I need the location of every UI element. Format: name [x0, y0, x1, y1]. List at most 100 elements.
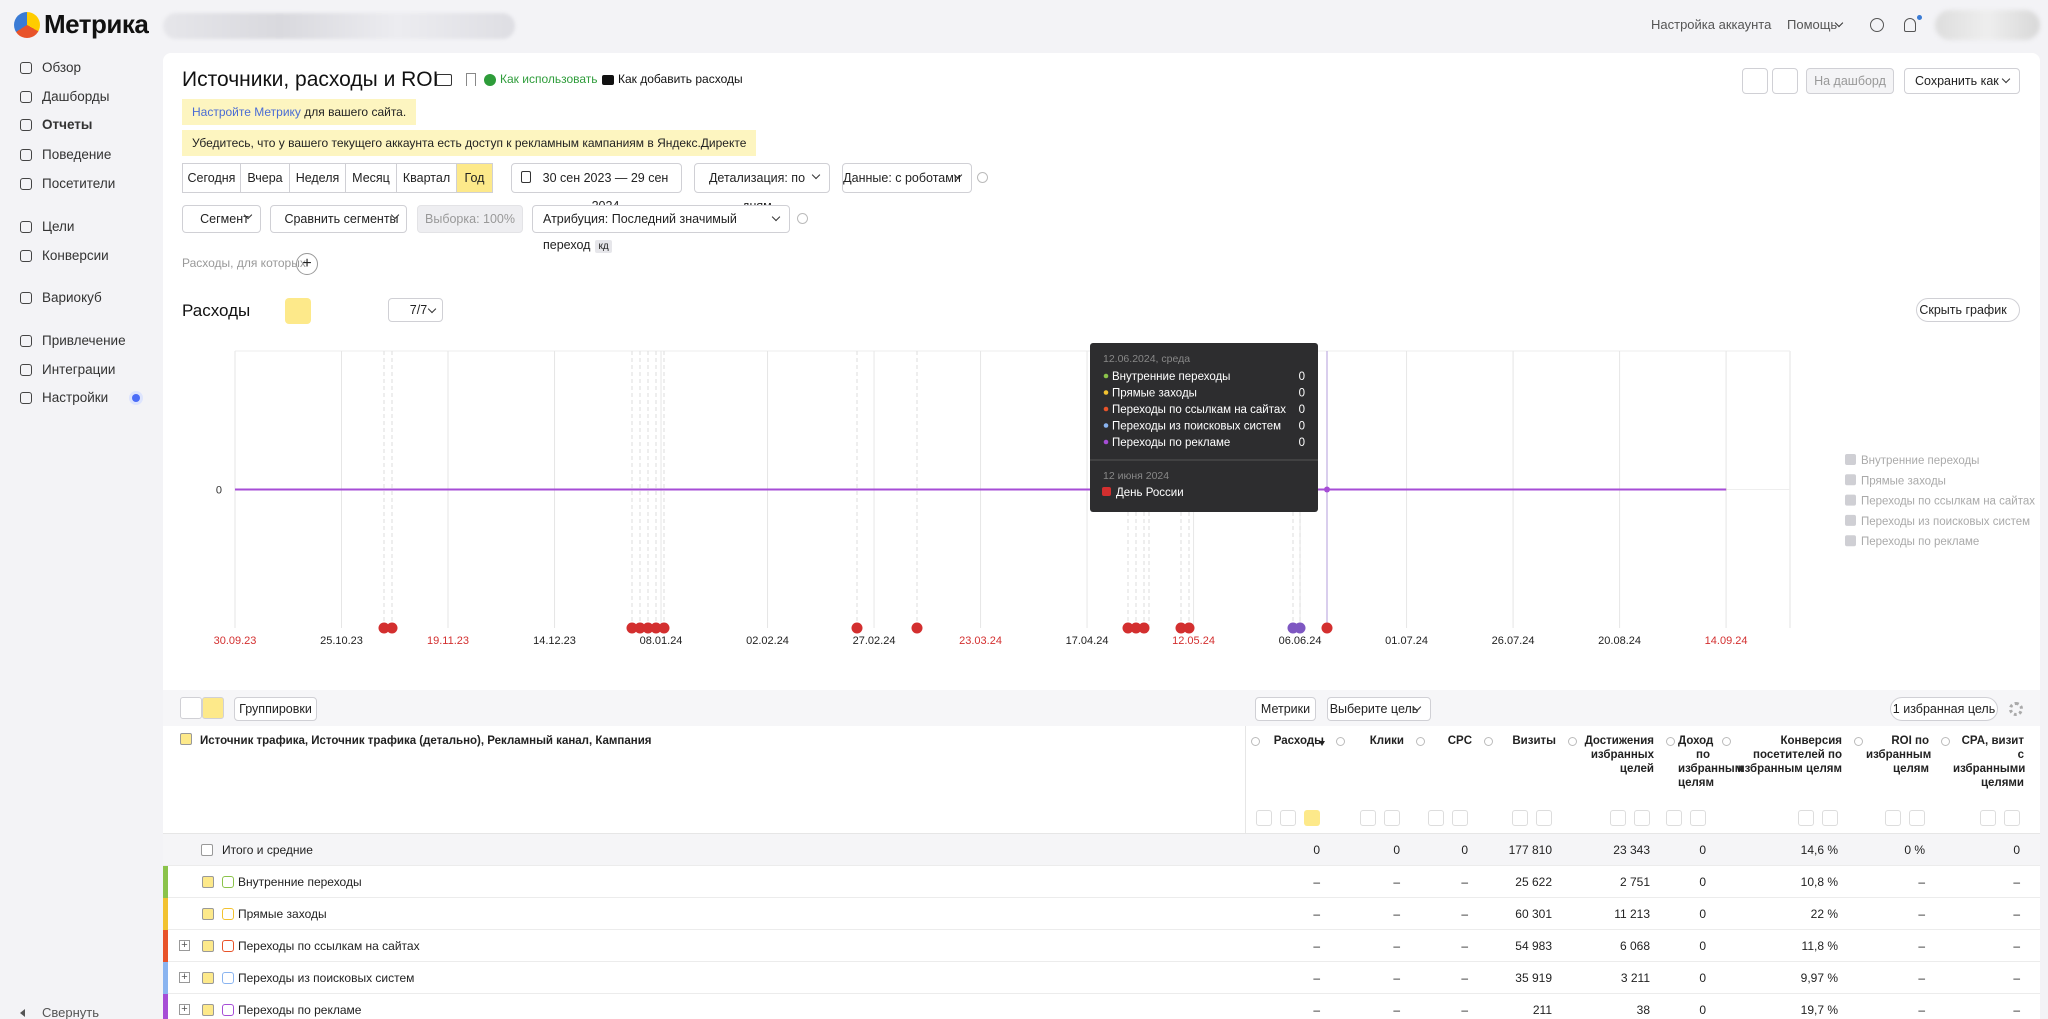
date-range-button[interactable]: 30 сен 2023 — 29 сен 2024 — [511, 163, 682, 213]
cell-value: – — [1313, 875, 1320, 889]
row-checkbox[interactable] — [202, 908, 214, 920]
expand-button[interactable]: + — [179, 940, 190, 951]
notice: Убедитесь, что у вашего текущего аккаунт… — [182, 130, 757, 156]
how-to-use-link[interactable]: Как использовать — [500, 72, 598, 87]
cell-value: 0 — [1699, 843, 1706, 857]
goal-dropdown[interactable]: Выберите цель — [1327, 697, 1431, 721]
notifications-icon[interactable] — [1904, 18, 1916, 32]
add-filter-button[interactable]: + — [296, 253, 318, 275]
expand-button[interactable]: + — [179, 1004, 190, 1015]
row-checkbox[interactable] — [202, 940, 214, 952]
attribution-dropdown[interactable]: Атрибуция: Последний значимый переход кд — [532, 205, 790, 253]
chart: 30.09.23 25.10.23 19.11.23 14.12.23 08.01.24… — [214, 343, 2035, 647]
column-header[interactable]: Достижения избранных целей — [1584, 735, 1654, 775]
cell-value: – — [1461, 907, 1468, 921]
sidebar-item[interactable]: Привлечение — [42, 333, 126, 349]
sidebar-item[interactable]: Интеграции — [42, 362, 116, 378]
segment-dropdown[interactable]: Сегмент — [182, 205, 261, 233]
cell-value: – — [1461, 1003, 1468, 1017]
counter-selector[interactable] — [163, 13, 515, 39]
account-link: Настройка аккаунта — [1651, 16, 1772, 32]
settings-gear[interactable] — [2009, 702, 2023, 716]
column-header[interactable]: ROI по избранным целям — [1866, 735, 1932, 775]
cell-value: – — [1313, 971, 1320, 985]
period-button[interactable]: Вчера — [240, 163, 290, 193]
bookmark-icon — [466, 73, 476, 86]
x-tick-label: 20.08.24 — [1598, 635, 1641, 647]
x-tick-label: 25.10.23 — [320, 635, 363, 647]
chat-icon[interactable] — [1870, 18, 1884, 32]
table-row — [163, 834, 2040, 866]
event-marker — [658, 622, 670, 634]
view-button[interactable] — [180, 697, 202, 719]
cell-value: 22 % — [1810, 907, 1838, 921]
cell-value: – — [2013, 971, 2020, 985]
cell-value: – — [2013, 939, 2020, 953]
view-mode-icon — [1304, 810, 1320, 826]
column-header[interactable]: Клики — [1369, 735, 1404, 747]
x-tick-label: 14.09.24 — [1705, 635, 1748, 647]
period-button[interactable]: Год — [456, 163, 493, 193]
how-to-add-link[interactable]: Как добавить расходы — [618, 72, 743, 87]
row-checkbox[interactable] — [201, 844, 213, 856]
collapse-sidebar[interactable]: Свернуть — [42, 1004, 100, 1019]
cell-value: 14,6 % — [1800, 843, 1838, 857]
column-header[interactable]: Визиты — [1512, 735, 1556, 747]
tooltip-series: Прямые заходы — [1112, 388, 1197, 400]
sidebar-item[interactable]: Конверсии — [42, 248, 109, 264]
chart-title: Расходы — [182, 300, 251, 320]
notice-link[interactable]: Настройте Метрику — [192, 105, 301, 119]
help-link: Помощь — [1787, 16, 1838, 32]
row-checkbox[interactable] — [202, 972, 214, 984]
table-row — [163, 994, 2040, 1019]
view-mode-icon — [2004, 810, 2020, 826]
column-header[interactable]: Расходы — [1273, 735, 1324, 747]
cell-value: 0 — [1699, 939, 1706, 953]
groupings-button[interactable]: Группировки — [234, 697, 317, 721]
tooltip-value: 0 — [1299, 421, 1305, 433]
column-header[interactable]: CPC — [1447, 735, 1472, 747]
user-avatar[interactable] — [1935, 10, 2040, 40]
column-header[interactable]: CPA, визит с избранными целями — [1953, 735, 2026, 789]
sidebar-icon — [20, 149, 32, 161]
sidebar-item[interactable]: Поведение — [42, 147, 112, 163]
sidebar-item[interactable]: Дашборды — [42, 89, 110, 105]
sort-radio — [1941, 737, 1950, 746]
favorites-button[interactable]: 1 избранная цель — [1890, 697, 1998, 721]
sample-dropdown[interactable]: Выборка: 100% — [417, 205, 523, 233]
sidebar-item[interactable]: Посетители — [42, 176, 116, 192]
chart-type-button[interactable] — [285, 298, 311, 324]
compare-dropdown[interactable]: Сравнить сегменты — [270, 205, 407, 233]
view-mode-icon — [1512, 810, 1528, 826]
sidebar-item[interactable]: Отчеты — [42, 117, 93, 133]
data-dropdown[interactable]: Данные: с роботами — [842, 163, 972, 193]
sidebar-item[interactable]: Настройки — [42, 390, 109, 406]
metrics-button[interactable]: Метрики — [1255, 697, 1316, 721]
header-bottom-line — [163, 833, 2040, 834]
sidebar-item[interactable]: Обзор — [42, 60, 81, 76]
period-button[interactable]: Неделя — [289, 163, 346, 193]
calendar-icon — [521, 171, 531, 183]
logo-text: Метрика — [44, 9, 149, 40]
view-mode-icon — [1909, 810, 1925, 826]
tooltip-value: 0 — [1299, 388, 1305, 400]
series-dropdown[interactable]: 7/7 — [388, 298, 443, 322]
row-checkbox[interactable] — [202, 1004, 214, 1016]
period-button[interactable]: Квартал — [396, 163, 457, 193]
sidebar-item[interactable]: Цели — [42, 219, 75, 235]
cell-value: 25 622 — [1515, 875, 1552, 889]
export-button[interactable] — [1742, 68, 1768, 94]
sidebar-item[interactable]: Вариокуб — [42, 290, 102, 306]
tooltip-value: 0 — [1299, 404, 1305, 416]
share-button[interactable] — [1772, 68, 1798, 94]
row-checkbox[interactable] — [202, 876, 214, 888]
dashboard-button[interactable]: На дашборд — [1806, 68, 1894, 94]
column-header[interactable]: Доход по избранным целям — [1678, 735, 1744, 789]
expand-button[interactable]: + — [179, 972, 190, 983]
save-as-button[interactable]: Сохранить как — [1904, 68, 2020, 94]
hide-chart-button[interactable]: Скрыть график — [1916, 298, 2020, 322]
column-header[interactable]: Конверсия посетителей по избранным целям — [1737, 735, 1842, 775]
x-tick-label: 01.07.24 — [1385, 635, 1428, 647]
period-button[interactable]: Месяц — [345, 163, 397, 193]
view-button[interactable] — [202, 697, 224, 719]
